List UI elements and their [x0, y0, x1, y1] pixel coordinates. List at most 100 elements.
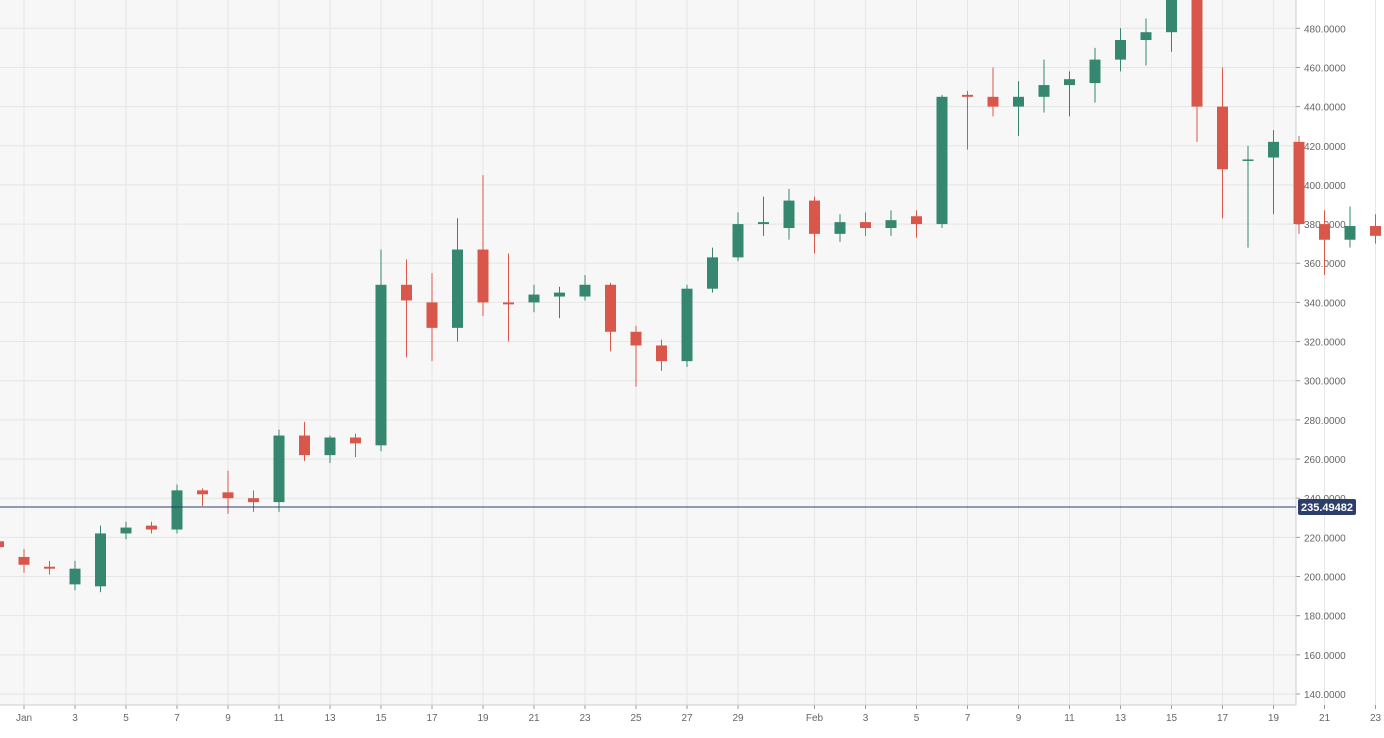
candle	[707, 247, 718, 293]
candle	[1115, 28, 1126, 72]
candle-body	[1242, 159, 1254, 161]
candle-body	[758, 222, 769, 225]
x-tick-label: 5	[914, 713, 920, 724]
candle	[299, 421, 310, 461]
candle	[1370, 214, 1381, 244]
candle-body	[1191, 0, 1203, 107]
candle	[18, 549, 30, 573]
x-tick-label: 19	[1268, 713, 1280, 724]
y-tick-label: 300.0000	[1304, 377, 1346, 388]
candle	[324, 435, 336, 463]
candle	[248, 490, 259, 512]
candle-body	[1344, 226, 1356, 240]
candles	[0, 0, 1381, 593]
y-tick-label: 160.0000	[1304, 651, 1346, 662]
candle	[860, 212, 871, 236]
y-tick-label: 220.0000	[1304, 533, 1346, 544]
candle	[1191, 0, 1203, 142]
candle	[528, 284, 540, 313]
y-tick-label: 200.0000	[1304, 573, 1346, 584]
candle-body	[1370, 226, 1381, 236]
candle-body	[936, 96, 948, 225]
x-tick-label: 3	[72, 713, 78, 724]
x-tick-label: 25	[630, 713, 642, 724]
candle	[1013, 81, 1024, 136]
x-tick-label: 13	[1115, 713, 1127, 724]
x-tick-label: 7	[965, 713, 971, 724]
candle-body	[95, 533, 106, 587]
candle	[95, 525, 106, 593]
candle-body	[834, 222, 846, 234]
x-tick-label: 15	[1166, 713, 1178, 724]
candle	[69, 560, 81, 591]
candle	[1319, 210, 1330, 275]
candle	[1038, 59, 1050, 113]
candle-body	[885, 220, 897, 228]
candle	[1089, 47, 1101, 103]
candle-body	[1166, 0, 1177, 33]
y-tick-label: 360.0000	[1304, 259, 1346, 270]
candle	[171, 484, 183, 534]
x-tick-label: 13	[324, 713, 336, 724]
x-tick-label: 29	[732, 713, 744, 724]
y-tick-label: 460.0000	[1304, 63, 1346, 74]
candle-body	[1089, 59, 1101, 84]
x-tick-label: 23	[579, 713, 591, 724]
candle-body	[605, 284, 616, 332]
candle	[1242, 145, 1254, 248]
candle	[630, 325, 642, 387]
candle-body	[44, 566, 55, 569]
y-tick-label: 140.0000	[1304, 690, 1346, 701]
candle-body	[1268, 141, 1279, 158]
x-axis: Jan 3 5 7 9 11 13 15 17 19 21 23 25 27 29 Feb 3 5 7 9 11 13 15…	[0, 704, 1381, 724]
candle-body	[962, 94, 973, 97]
candle-body	[1140, 32, 1152, 41]
candle	[44, 560, 55, 575]
candle-body	[656, 345, 667, 362]
candle-body	[120, 527, 132, 534]
candle	[936, 94, 948, 228]
candle-body	[1064, 79, 1075, 86]
candle-body	[1217, 106, 1228, 170]
candle	[809, 196, 820, 254]
candle	[426, 273, 438, 362]
candle-body	[554, 292, 565, 297]
x-tick-label: 9	[1016, 713, 1022, 724]
candle-body	[401, 284, 412, 301]
candle	[350, 433, 361, 458]
candle-body	[528, 294, 540, 303]
candle	[579, 274, 591, 301]
last-price-label: 235.49482	[1301, 502, 1353, 514]
candle-body	[987, 96, 999, 107]
x-tick-label: 3	[863, 713, 869, 724]
x-tick-label: Feb	[806, 713, 824, 724]
y-tick-label: 480.0000	[1304, 24, 1346, 35]
x-tick-label: 7	[174, 713, 180, 724]
candle-body	[197, 490, 208, 495]
candle-body	[1293, 141, 1305, 225]
candle	[1344, 206, 1356, 248]
candle-body	[783, 200, 795, 228]
y-tick-label: 260.0000	[1304, 455, 1346, 466]
candle	[834, 214, 846, 242]
x-tick-label: 21	[528, 713, 540, 724]
candle-body	[350, 437, 361, 444]
y-tick-label: 320.0000	[1304, 338, 1346, 349]
x-tick-label: 15	[375, 713, 387, 724]
y-tick-label: 280.0000	[1304, 416, 1346, 427]
candle	[273, 429, 285, 512]
y-tick-label: 440.0000	[1304, 103, 1346, 114]
candle	[1064, 71, 1075, 117]
x-tick-label: 5	[123, 713, 129, 724]
x-axis-area	[0, 705, 1384, 733]
candle	[477, 175, 489, 317]
candle-body	[911, 216, 922, 225]
candle-body	[18, 556, 30, 565]
candle	[120, 521, 132, 540]
candle	[783, 188, 795, 240]
candle-body	[503, 302, 514, 305]
candle	[452, 218, 463, 342]
candle	[1268, 130, 1279, 215]
last-price-badge	[1298, 499, 1356, 516]
